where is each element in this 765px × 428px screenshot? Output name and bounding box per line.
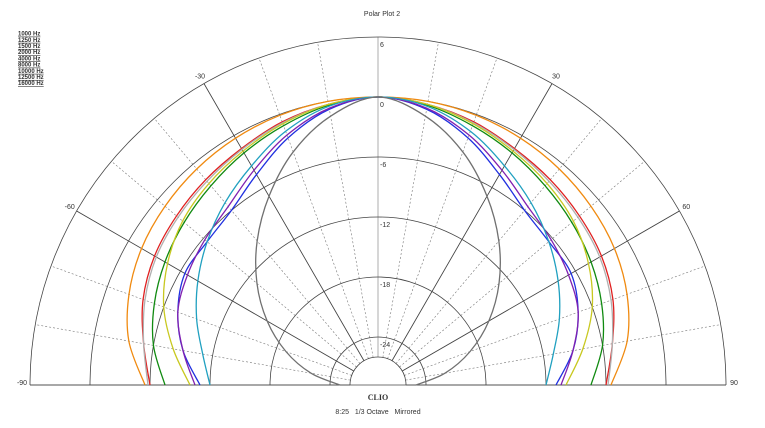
- legend-entry: 10000 Hz: [18, 69, 44, 75]
- grid-ring: [209, 216, 547, 386]
- spoke: [405, 324, 721, 381]
- spoke: [317, 42, 374, 358]
- grid-ring: [149, 156, 607, 386]
- brand: CLIO: [368, 393, 388, 402]
- r-tick-label: 0: [380, 102, 384, 109]
- angle-grid-line: [203, 83, 365, 361]
- angle-tick-label: 30: [552, 74, 560, 81]
- chart-title: Polar Plot 2: [364, 11, 400, 18]
- legend-entry: 1250 Hz: [18, 38, 40, 44]
- spoke: [258, 57, 369, 359]
- spoke: [35, 324, 351, 381]
- spoke: [387, 57, 498, 359]
- grid-ring: [29, 36, 727, 386]
- legend-entry: 1500 Hz: [18, 44, 40, 50]
- spoke: [50, 265, 352, 376]
- legend-entry: 1000 Hz: [18, 32, 40, 38]
- angle-grid-line: [402, 210, 680, 372]
- angle-tick-label: -30: [195, 74, 205, 81]
- r-tick-label: -18: [380, 282, 390, 289]
- hole: [349, 356, 407, 386]
- angle-tick-label: 60: [682, 204, 690, 211]
- legend-entry: 4000 Hz: [18, 56, 40, 62]
- angle-tick-label: -90: [17, 380, 27, 387]
- angle-tick-label: -60: [65, 204, 75, 211]
- legend-entry: 12500 Hz: [18, 75, 44, 81]
- r-tick-label: -12: [380, 222, 390, 229]
- grid-ring: [269, 276, 487, 386]
- r-tick-label: -6: [380, 162, 386, 169]
- spoke: [382, 42, 439, 358]
- angle-grid-line: [391, 83, 553, 361]
- r-tick-label: -24: [380, 342, 390, 349]
- angle-grid-line: [76, 210, 354, 372]
- spoke: [399, 161, 645, 368]
- legend-entry: 8000 Hz: [18, 63, 40, 69]
- legend-entry: 2000 Hz: [18, 50, 40, 56]
- footer: 8:25 1/3 Octave Mirrored: [335, 409, 420, 416]
- series-line: [255, 96, 501, 386]
- grid-ring: [329, 336, 427, 386]
- spoke: [111, 161, 357, 368]
- spoke: [404, 265, 706, 376]
- r-tick-label: 6: [380, 42, 384, 49]
- angle-tick-label: 90: [730, 380, 738, 387]
- legend-entry: 16000 Hz: [18, 81, 44, 87]
